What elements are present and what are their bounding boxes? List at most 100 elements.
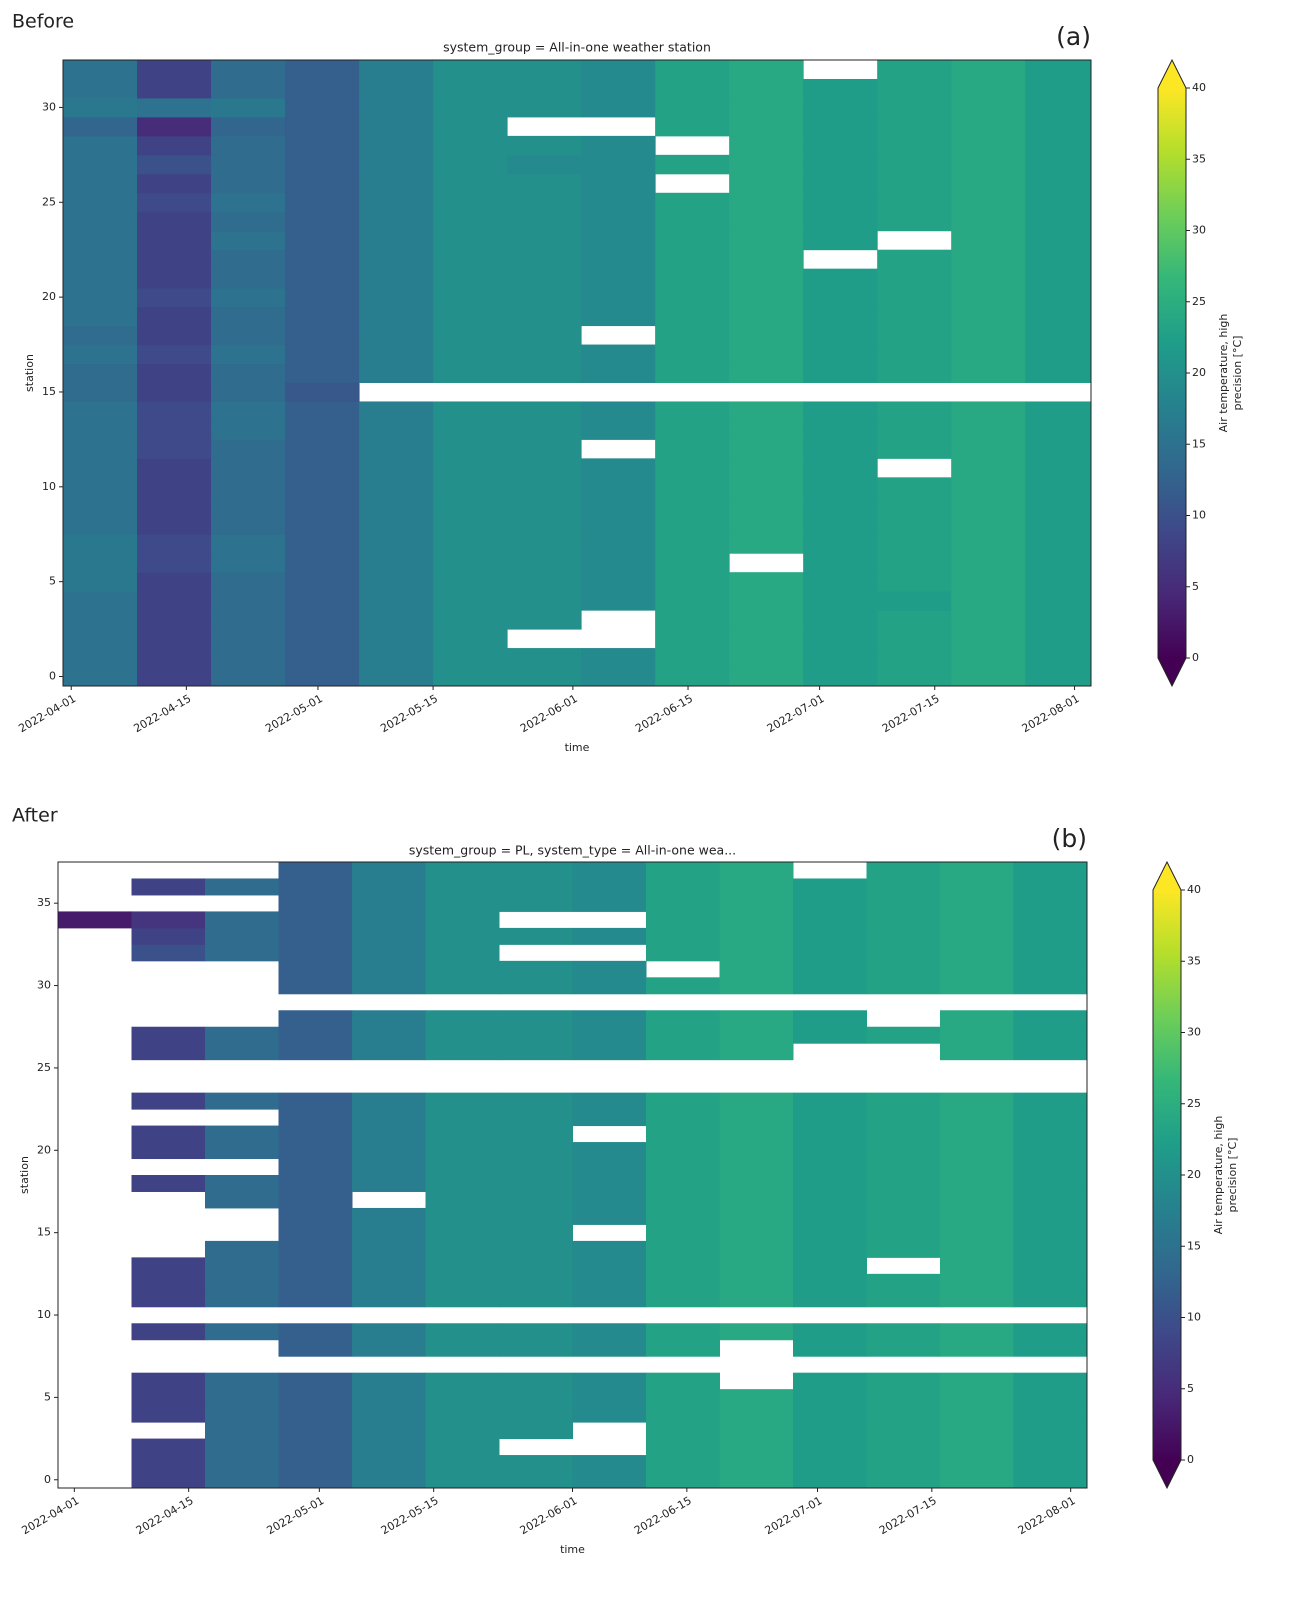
heat-cell (729, 363, 804, 383)
heat-cell (211, 629, 286, 649)
y-tick-label: 10 (37, 1308, 51, 1321)
heat-cell (866, 911, 941, 929)
heat-cell (877, 192, 952, 213)
heat-cell (793, 1142, 867, 1160)
heat-cell (793, 1207, 867, 1225)
colorbar-tick-label: 20 (1192, 366, 1206, 379)
heat-cell (793, 1191, 867, 1209)
heat-cell (866, 1372, 941, 1390)
heat-cell (63, 192, 138, 213)
heat-cell (205, 878, 279, 896)
heat-cell (803, 572, 878, 592)
heat-cell (285, 572, 360, 592)
heat-cell (285, 78, 360, 99)
heat-cell (278, 927, 353, 945)
heat-cell (425, 911, 500, 929)
colorbar-label: precision [°C] (1226, 1138, 1239, 1213)
heat-cell (866, 1125, 941, 1143)
heat-cell (137, 154, 212, 175)
heat-cell (352, 1207, 426, 1225)
heat-cell (433, 230, 508, 251)
heat-cell (729, 325, 804, 346)
heat-cell (211, 249, 286, 270)
heat-cell (507, 572, 582, 592)
x-tick-label: 2022-07-15 (880, 692, 942, 735)
heat-cell (352, 1323, 426, 1341)
heat-cell (572, 1273, 647, 1291)
heat-cell (951, 154, 1026, 175)
heat-cell (646, 1175, 720, 1192)
heat-cell (1025, 135, 1092, 156)
heat-cell (793, 1372, 867, 1390)
heat-cell (729, 192, 804, 213)
heat-cell (352, 1240, 426, 1258)
heat-cell (499, 1240, 573, 1258)
heat-cell (951, 420, 1026, 440)
heat-cell (729, 515, 804, 535)
heat-cell (1025, 591, 1092, 611)
heat-cell (951, 211, 1026, 232)
heat-cell (729, 287, 804, 308)
x-tick-label: 2022-08-01 (1016, 1494, 1078, 1537)
heat-cell (63, 306, 138, 327)
heat-cell (803, 420, 878, 440)
heat-cell (211, 135, 286, 156)
heat-cell (951, 496, 1026, 516)
colorbar-tick-label: 35 (1192, 152, 1206, 165)
heat-cell (352, 1026, 426, 1044)
heat-cell (793, 1175, 867, 1192)
heat-cell (951, 287, 1026, 308)
heat-cell (655, 534, 730, 554)
heat-cell (507, 591, 582, 611)
heat-cell (803, 363, 878, 383)
heat-cell (940, 1109, 1014, 1127)
heat-cell (131, 878, 206, 896)
heat-cell (1013, 911, 1088, 929)
heat-cell (572, 878, 647, 896)
heat-cell (646, 1323, 720, 1341)
heat-cell (1013, 1438, 1088, 1456)
heat-cell (425, 1372, 500, 1390)
heat-cell (866, 944, 941, 962)
heat-cell (572, 1257, 647, 1275)
heat-cell (646, 1389, 720, 1407)
heat-cell (352, 1455, 426, 1473)
heat-cell (719, 1471, 794, 1489)
heat-cell (507, 667, 582, 687)
heat-cell (131, 1142, 206, 1160)
heat-cell (433, 60, 508, 80)
heat-cell (803, 192, 878, 213)
heat-cell (499, 894, 573, 912)
heat-cell (729, 591, 804, 611)
heat-cell (285, 458, 360, 478)
y-tick-label: 25 (42, 195, 56, 208)
heat-cell (507, 439, 582, 459)
heat-cell (729, 572, 804, 592)
heat-cell (866, 1422, 941, 1440)
heat-cell (729, 648, 804, 668)
heat-cell (877, 439, 952, 459)
heat-cell (940, 1389, 1014, 1407)
heat-cell (499, 1323, 573, 1341)
heat-cell (1025, 192, 1092, 213)
heat-cell (719, 927, 794, 945)
heat-cell (352, 1158, 426, 1176)
heat-cell (499, 977, 573, 995)
heat-cell (285, 287, 360, 308)
heat-cell (131, 1290, 206, 1308)
heat-cell (425, 1224, 500, 1242)
heat-cell (359, 629, 434, 649)
heat-cell (137, 306, 212, 327)
heat-cell (646, 878, 720, 896)
heat-cell (877, 249, 952, 270)
heat-cell (951, 230, 1026, 251)
heat-cell (866, 1224, 941, 1242)
chart-title: system_group = PL, system_type = All-in-… (409, 843, 736, 858)
heat-cell (646, 1405, 720, 1423)
heat-cell (877, 401, 952, 421)
heat-cell (655, 553, 730, 573)
heat-cell (581, 268, 656, 289)
heat-cell (433, 572, 508, 592)
heat-cell (433, 344, 508, 365)
heat-cell (1013, 1026, 1088, 1044)
